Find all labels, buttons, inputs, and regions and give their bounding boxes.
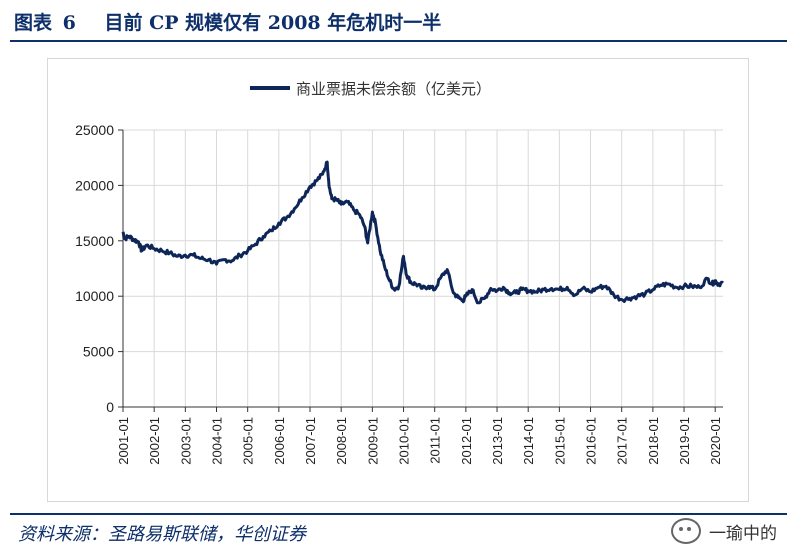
series-line xyxy=(121,160,724,305)
x-tick-label: 2001-01 xyxy=(116,417,131,465)
figure-label: 图表 xyxy=(14,12,53,34)
chart-frame xyxy=(47,58,749,502)
x-tick-label: 2007-01 xyxy=(303,417,318,465)
y-tick-label: 25000 xyxy=(75,122,114,138)
y-tick-label: 5000 xyxy=(83,344,114,360)
x-tick-label: 2010-01 xyxy=(397,417,412,465)
figure-title: 目前 CP 规模仅有 2008 年危机时一半 xyxy=(104,12,442,34)
x-tick-label: 2020-01 xyxy=(708,417,723,465)
y-tick-label: 10000 xyxy=(75,288,114,304)
x-tick-label: 2019-01 xyxy=(677,417,692,465)
x-tick-label: 2012-01 xyxy=(459,417,474,465)
x-tick-label: 2014-01 xyxy=(521,417,536,465)
x-tick-label: 2003-01 xyxy=(178,417,193,465)
figure-header: 图表 6 目前 CP 规模仅有 2008 年危机时一半 xyxy=(14,8,783,38)
x-tick-label: 2011-01 xyxy=(428,417,443,464)
y-tick-label: 0 xyxy=(106,399,114,415)
x-tick-label: 2017-01 xyxy=(615,417,630,465)
footer-rule xyxy=(10,513,787,515)
x-tick-label: 2009-01 xyxy=(365,417,380,465)
x-tick-label: 2013-01 xyxy=(490,417,505,465)
header-rule xyxy=(10,40,787,42)
watermark-text: 一瑜中的 xyxy=(709,523,777,544)
y-tick-label: 15000 xyxy=(75,233,114,249)
figure-number: 6 xyxy=(62,12,76,34)
y-tick-label: 20000 xyxy=(75,177,114,193)
x-tick-label: 2004-01 xyxy=(210,417,225,465)
x-tick-label: 2018-01 xyxy=(646,417,661,465)
x-tick-label: 2006-01 xyxy=(272,417,287,465)
source-note: 资料来源：圣路易斯联储，华创证券 xyxy=(18,524,306,545)
x-tick-label: 2016-01 xyxy=(584,417,599,465)
x-tick-label: 2015-01 xyxy=(552,417,567,465)
x-tick-label: 2008-01 xyxy=(334,417,349,465)
x-tick-label: 2002-01 xyxy=(147,417,162,465)
wechat-icon xyxy=(671,518,701,544)
watermark: 一瑜中的 xyxy=(671,518,777,544)
legend-label: 商业票据未偿余额（亿美元） xyxy=(296,80,491,98)
x-tick-label: 2005-01 xyxy=(241,417,256,465)
